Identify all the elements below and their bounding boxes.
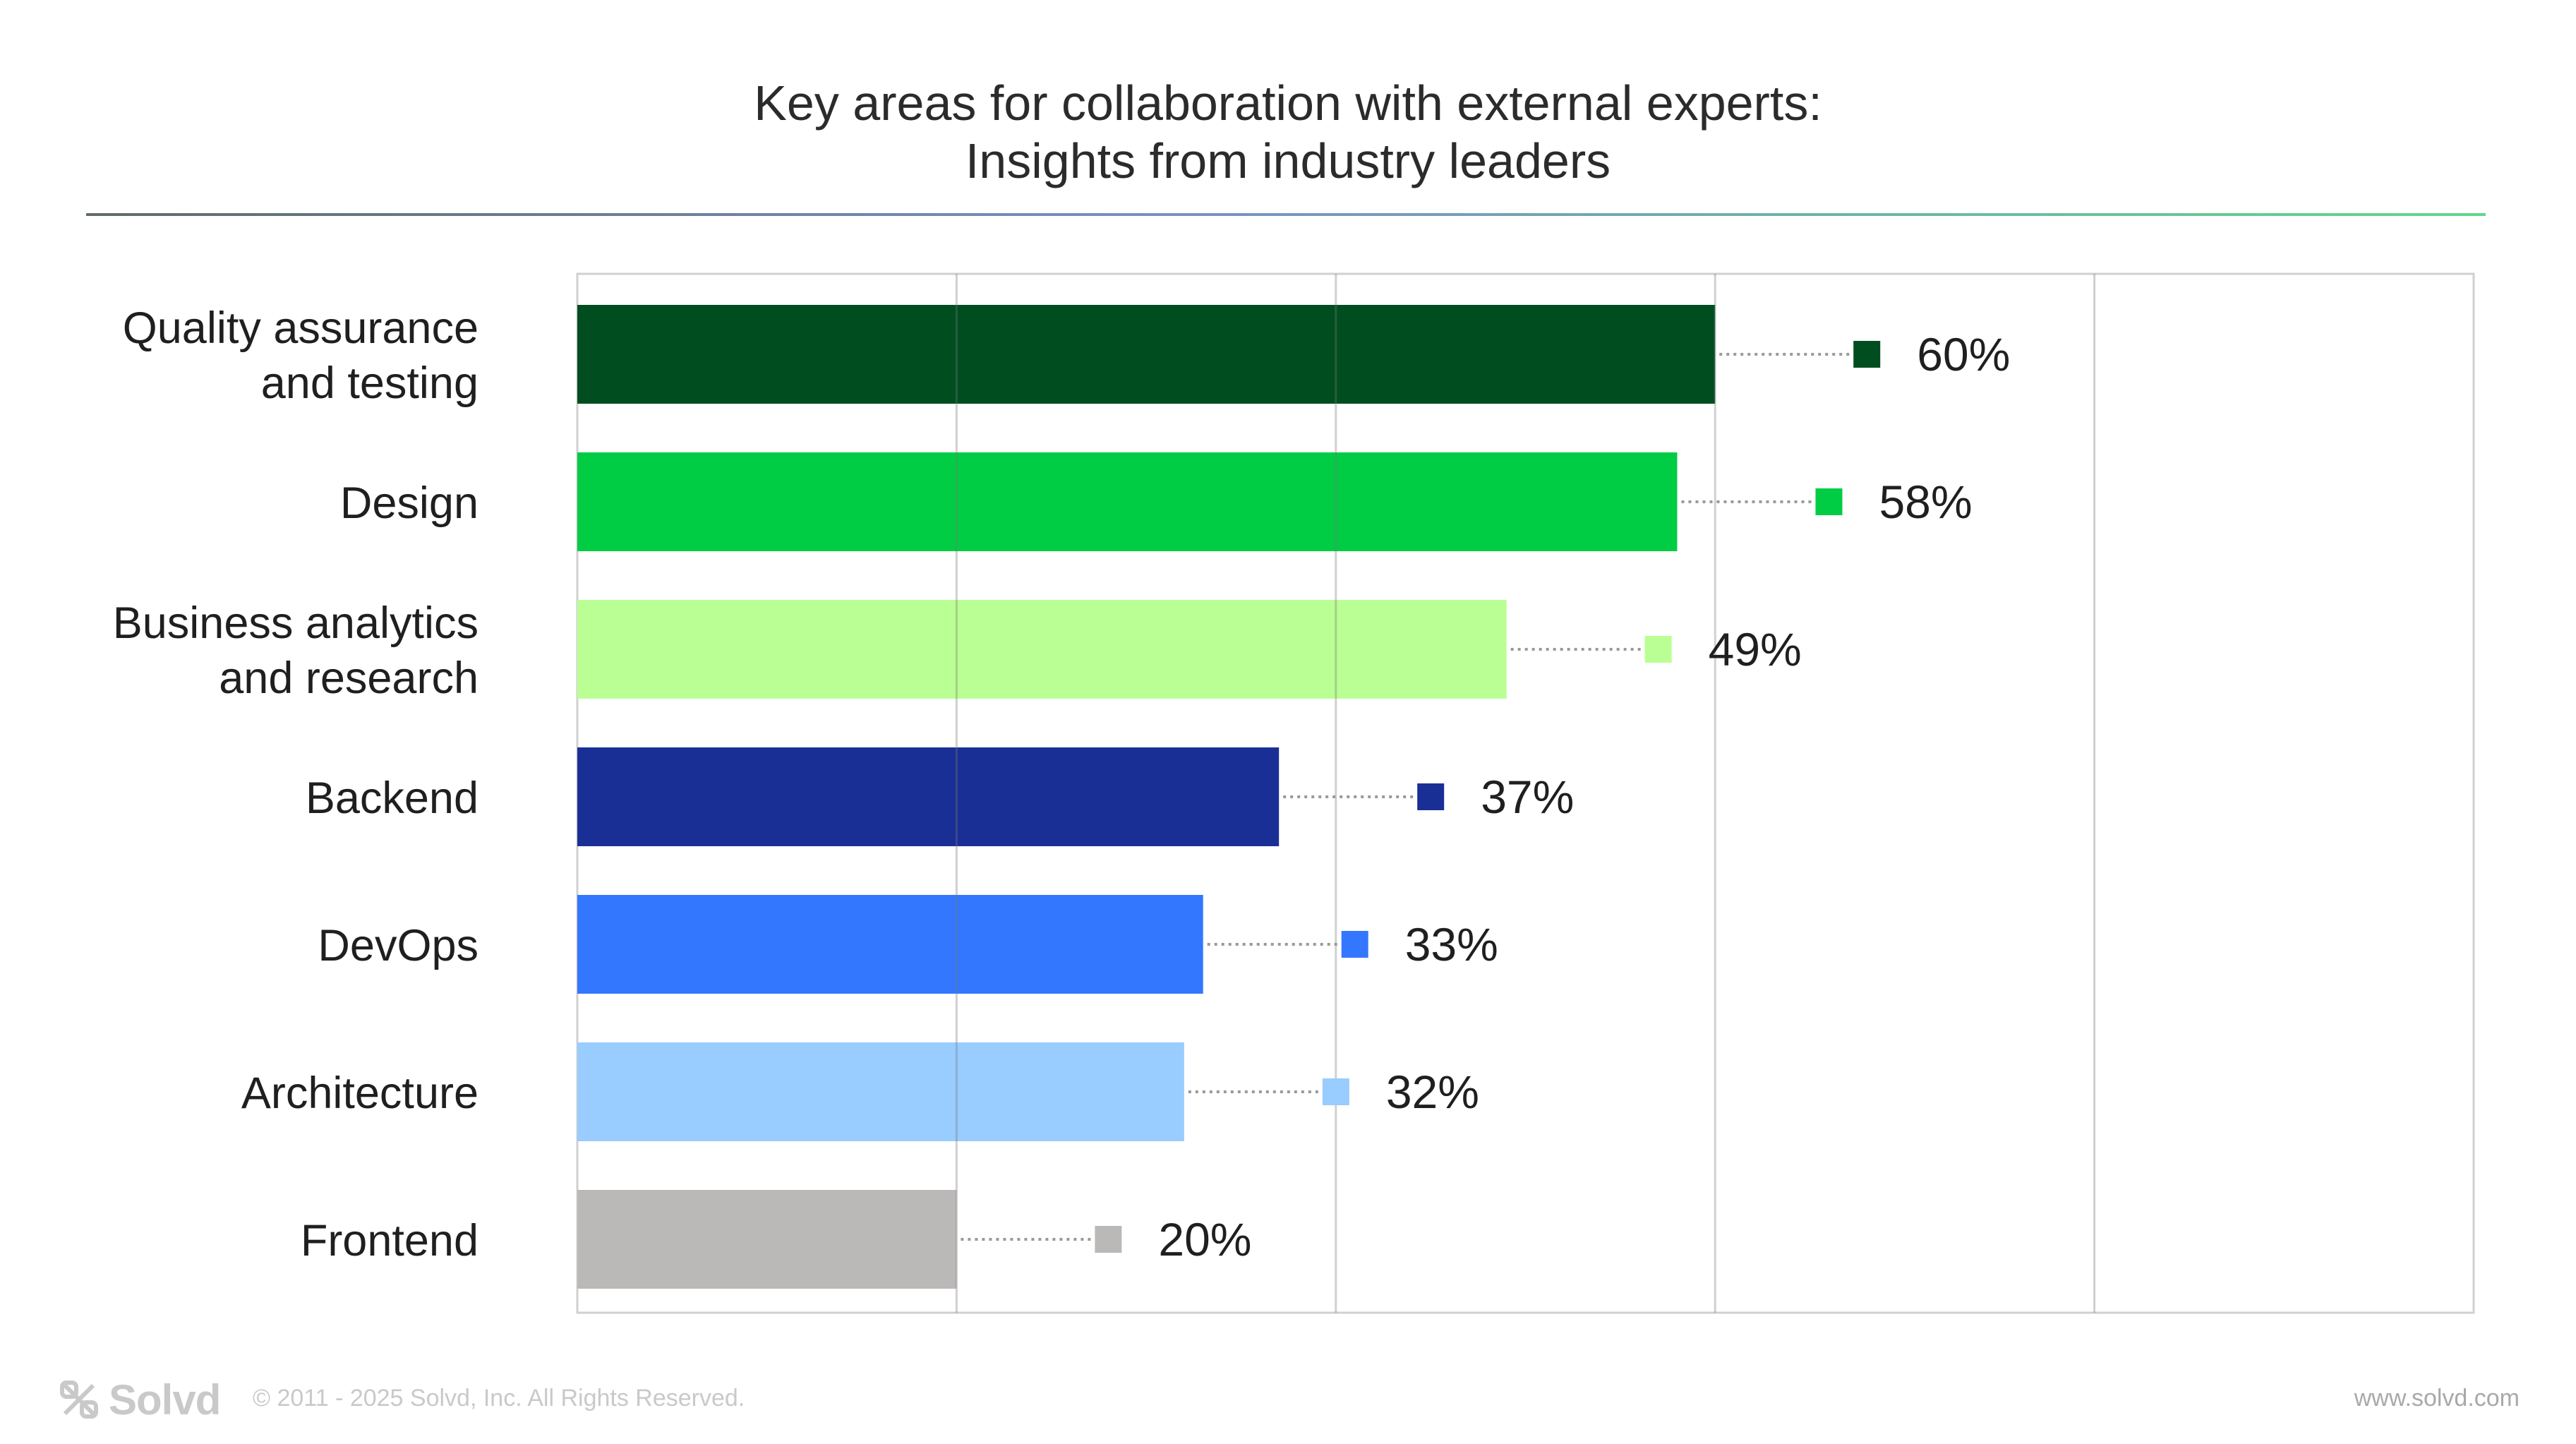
legend-marker-5 xyxy=(1322,1078,1349,1105)
chart-title-line-2: Insights from industry leaders xyxy=(965,133,1611,188)
value-label-3: 37% xyxy=(1481,771,1574,823)
bar-4 xyxy=(577,895,1203,994)
category-label-0-1: and testing xyxy=(261,359,479,408)
brand-logo: Solvd xyxy=(59,1375,221,1424)
brand-name: Solvd xyxy=(109,1376,221,1424)
chart-title-line-1: Key areas for collaboration with externa… xyxy=(754,76,1822,131)
copyright-text: © 2011 - 2025 Solvd, Inc. All Rights Res… xyxy=(253,1385,745,1412)
category-label-3-0: Backend xyxy=(306,774,479,823)
bar-6 xyxy=(577,1190,957,1289)
legend-marker-1 xyxy=(1815,488,1843,515)
value-label-5: 32% xyxy=(1386,1066,1479,1118)
category-label-2-1: and research xyxy=(219,654,479,703)
value-label-0: 60% xyxy=(1917,328,2010,380)
value-label-2: 49% xyxy=(1709,623,1802,675)
category-label-4-0: DevOps xyxy=(318,921,479,970)
website-link[interactable]: www.solvd.com xyxy=(2354,1385,2520,1412)
title-divider xyxy=(86,213,2486,216)
legend-marker-4 xyxy=(1341,931,1368,958)
value-label-6: 20% xyxy=(1158,1213,1251,1265)
chart-title: Key areas for collaboration with externa… xyxy=(0,74,2576,190)
bar-5 xyxy=(577,1042,1184,1141)
legend-marker-2 xyxy=(1644,636,1672,663)
category-label-1-0: Design xyxy=(340,479,479,528)
category-label-0-0: Quality assurance xyxy=(123,303,479,353)
category-label-5-0: Architecture xyxy=(241,1069,479,1118)
solvd-logo-icon xyxy=(60,1380,98,1419)
category-label-2-0: Business analytics xyxy=(113,598,479,648)
bar-3 xyxy=(577,747,1280,846)
value-label-4: 33% xyxy=(1405,918,1498,970)
bar-0 xyxy=(577,305,1716,404)
legend-marker-0 xyxy=(1853,341,1881,368)
value-label-1: 58% xyxy=(1879,476,1972,528)
legend-marker-6 xyxy=(1095,1226,1122,1253)
category-label-6-0: Frontend xyxy=(301,1216,479,1265)
legend-marker-3 xyxy=(1417,783,1445,810)
bar-2 xyxy=(577,600,1507,699)
bar-1 xyxy=(577,452,1678,551)
